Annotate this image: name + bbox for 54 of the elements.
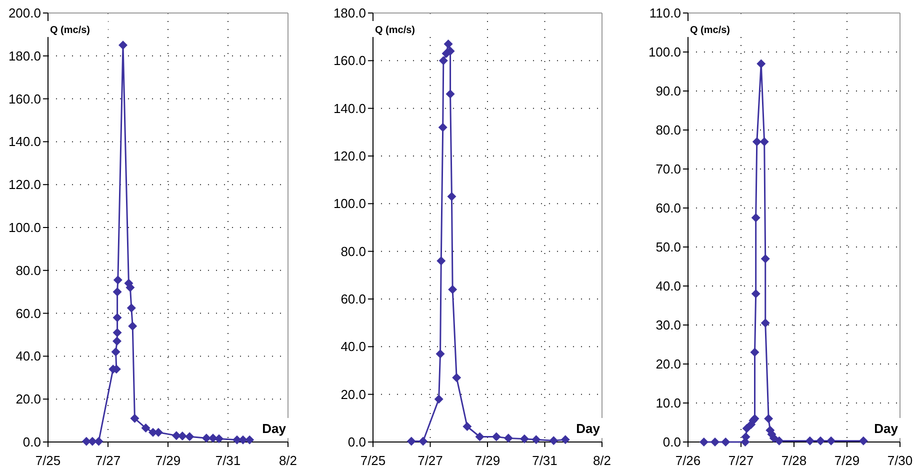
y-tick-label: 20.0 — [656, 356, 681, 372]
x-tick-label: 7/26 — [675, 453, 701, 468]
y-tick-label: 160.0 — [333, 53, 366, 68]
y-tick-label: 10.0 — [656, 396, 681, 410]
y-tick-label: 160.0 — [8, 91, 41, 106]
x-axis-title: Day — [874, 421, 899, 436]
y-axis-title: Q (mc/s) — [690, 25, 730, 36]
x-tick-label: 7/25 — [360, 453, 386, 468]
y-tick-label: 60.0 — [656, 200, 681, 216]
x-tick-label: 8/2 — [592, 453, 612, 468]
y-tick-label: 0.0 — [348, 434, 366, 450]
x-tick-label: 7/27 — [418, 453, 443, 468]
y-tick-label: 40.0 — [656, 278, 681, 294]
x-tick-label: 7/27 — [95, 453, 121, 468]
y-tick-label: 50.0 — [656, 240, 681, 254]
y-tick-label: 40.0 — [16, 348, 41, 364]
y-tick-label: 80.0 — [340, 244, 366, 259]
y-tick-label: 180.0 — [333, 6, 366, 20]
x-tick-label: 7/29 — [155, 453, 181, 468]
y-tick-label: 20.0 — [16, 392, 41, 407]
x-tick-label: 7/31 — [215, 453, 241, 468]
y-tick-label: 100.0 — [8, 220, 41, 235]
y-tick-label: 80.0 — [656, 122, 681, 138]
y-tick-label: 120.0 — [333, 148, 366, 164]
x-tick-label: 8/2 — [278, 453, 298, 468]
x-axis-title: Day — [262, 421, 287, 436]
y-tick-label: 100.0 — [648, 44, 681, 60]
y-axis-title: Q (mc/s) — [375, 25, 416, 36]
x-tick-label: 7/28 — [781, 453, 807, 468]
y-tick-label: 80.0 — [16, 262, 41, 278]
y-tick-label: 20.0 — [340, 386, 366, 402]
y-tick-label: 180.0 — [8, 48, 41, 64]
y-tick-label: 140.0 — [333, 100, 366, 116]
y-tick-label: 70.0 — [656, 162, 681, 176]
x-tick-label: 7/27 — [728, 453, 754, 468]
x-axis-title: Day — [576, 421, 601, 436]
y-tick-label: 60.0 — [340, 292, 366, 306]
y-tick-label: 30.0 — [656, 318, 681, 332]
y-axis-title: Q (mc/s) — [50, 25, 90, 36]
x-tick-label: 7/29 — [834, 453, 860, 468]
y-tick-label: 60.0 — [16, 306, 41, 321]
x-tick-label: 7/31 — [532, 453, 558, 468]
y-tick-label: 110.0 — [649, 6, 681, 20]
y-tick-label: 200.0 — [8, 6, 41, 20]
y-tick-label: 140.0 — [8, 134, 41, 150]
y-tick-label: 40.0 — [340, 339, 366, 354]
y-tick-label: 0.0 — [662, 434, 681, 450]
y-tick-label: 90.0 — [656, 84, 681, 98]
y-tick-label: 0.0 — [22, 434, 41, 450]
x-tick-label: 7/25 — [35, 453, 61, 468]
y-tick-label: 120.0 — [8, 177, 41, 192]
x-tick-label: 7/30 — [887, 453, 913, 468]
x-tick-label: 7/29 — [474, 453, 500, 468]
y-tick-label: 100.0 — [333, 196, 366, 212]
